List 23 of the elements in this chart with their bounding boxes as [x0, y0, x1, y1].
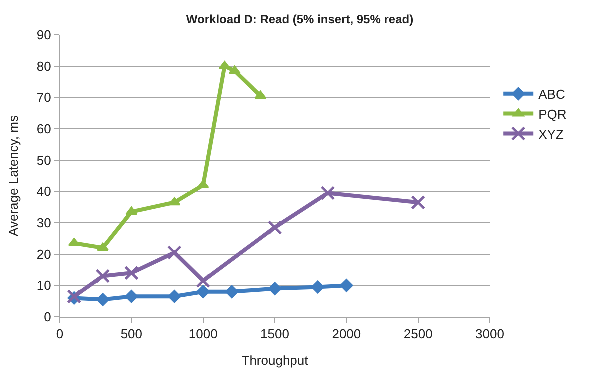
y-tick-label: 40	[36, 184, 52, 200]
y-tick-label: 0	[44, 310, 52, 325]
x-tick-label: 1500	[260, 326, 290, 342]
x-tick-label: 500	[120, 326, 143, 342]
y-tick-label: 90	[36, 28, 52, 43]
x-tick-label: 0	[56, 326, 64, 342]
y-tick-label: 10	[36, 278, 52, 294]
y-tick-label: 20	[36, 246, 52, 262]
x-axis-title: Throughput	[242, 353, 309, 368]
y-tick-label: 80	[36, 58, 52, 74]
chart-title: Workload D: Read (5% insert, 95% read)	[186, 12, 414, 27]
y-tick-label: 60	[36, 122, 52, 137]
y-tick-label: 70	[36, 90, 52, 106]
x-tick-label: 1000	[188, 326, 218, 342]
y-tick-label: 30	[36, 216, 52, 231]
x-tick-label: 2500	[404, 326, 433, 342]
legend-label: XYZ	[538, 126, 564, 142]
x-tick-label: 2000	[332, 326, 362, 342]
y-tick-label: 50	[36, 152, 52, 168]
y-axis-title: Average Latency, ms	[6, 115, 21, 236]
legend-label: ABC	[538, 86, 566, 102]
x-tick-label: 3000	[476, 326, 504, 342]
legend-label: PQR	[538, 106, 567, 122]
